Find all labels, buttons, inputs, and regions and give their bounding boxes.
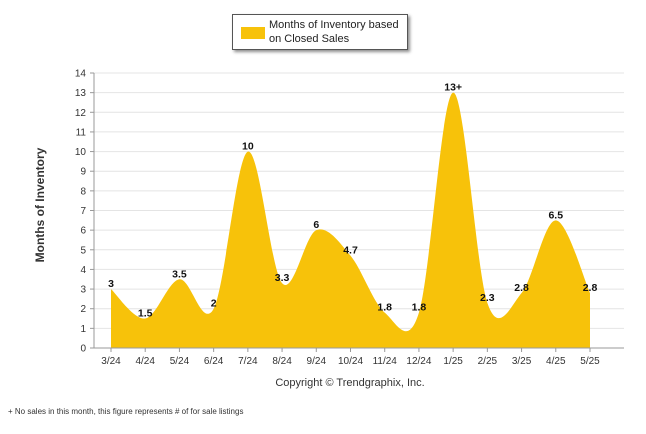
x-tick-label-12: 3/25 — [512, 356, 532, 367]
y-tick-label-10: 10 — [75, 147, 87, 158]
data-label-10: 13+ — [444, 82, 462, 94]
x-tick-label-6: 9/24 — [307, 356, 327, 367]
y-tick-label-7: 7 — [80, 206, 86, 217]
data-label-11: 2.3 — [480, 292, 495, 304]
y-axis-title: Months of Inventory — [33, 147, 47, 263]
data-label-4: 10 — [242, 141, 254, 153]
y-tick-label-8: 8 — [80, 186, 86, 197]
data-label-2: 3.5 — [172, 268, 187, 280]
x-tick-label-11: 2/25 — [478, 356, 498, 367]
y-tick-label-9: 9 — [80, 167, 86, 178]
x-tick-label-7: 10/24 — [338, 356, 363, 367]
x-tick-label-9: 12/24 — [406, 356, 431, 367]
y-tick-label-3: 3 — [80, 285, 86, 296]
data-labels: 3 1.5 3.5 2 10 3.3 6 4.7 1.8 1.8 13+ 2.3 2.8 6.5 2.8 — [108, 82, 597, 320]
copyright: Copyright © Trendgraphix, Inc. — [275, 377, 425, 389]
data-label-13: 6.5 — [548, 209, 563, 221]
data-label-12: 2.8 — [514, 282, 529, 294]
y-tick-label-0: 0 — [80, 344, 86, 355]
x-tick-label-2: 5/24 — [170, 356, 190, 367]
x-tick-label-5: 8/24 — [272, 356, 292, 367]
data-label-5: 3.3 — [275, 272, 290, 284]
x-tick-label-10: 1/25 — [443, 356, 463, 367]
data-label-7: 4.7 — [343, 245, 358, 257]
data-label-9: 1.8 — [412, 302, 427, 314]
y-tick-label-6: 6 — [80, 226, 86, 237]
x-tick-label-4: 7/24 — [238, 356, 258, 367]
area-series — [111, 92, 590, 348]
data-label-6: 6 — [313, 219, 319, 231]
x-tick-label-8: 11/24 — [373, 356, 398, 367]
legend-swatch — [241, 27, 265, 39]
data-label-3: 2 — [211, 298, 217, 310]
y-tick-label-11: 11 — [76, 127, 87, 138]
data-label-1: 1.5 — [138, 308, 153, 320]
y-tick-label-2: 2 — [80, 304, 86, 315]
data-label-0: 3 — [108, 278, 114, 290]
x-tick-label-13: 4/25 — [546, 356, 566, 367]
y-tick-label-1: 1 — [80, 324, 86, 335]
y-tick-label-4: 4 — [80, 265, 86, 276]
data-label-8: 1.8 — [377, 302, 392, 314]
legend-label: Months of Inventory based on Closed Sale… — [269, 19, 399, 45]
y-tick-label-5: 5 — [80, 245, 86, 256]
x-tick-label-3: 6/24 — [204, 356, 224, 367]
y-tick-label-12: 12 — [75, 108, 87, 119]
x-axis: 3/24 4/24 5/24 6/24 7/24 8/24 9/24 10/24 11/24 12… — [94, 347, 624, 367]
y-tick-label-13: 13 — [75, 88, 87, 99]
y-tick-label-14: 14 — [75, 69, 87, 80]
area-fill — [111, 92, 590, 348]
x-tick-label-0: 3/24 — [101, 356, 121, 367]
legend: Months of Inventory based on Closed Sale… — [232, 14, 408, 50]
x-tick-label-1: 4/24 — [135, 356, 155, 367]
data-label-14: 2.8 — [583, 282, 598, 294]
x-tick-label-14: 5/25 — [580, 356, 600, 367]
footnote: + No sales in this month, this figure re… — [8, 407, 244, 416]
